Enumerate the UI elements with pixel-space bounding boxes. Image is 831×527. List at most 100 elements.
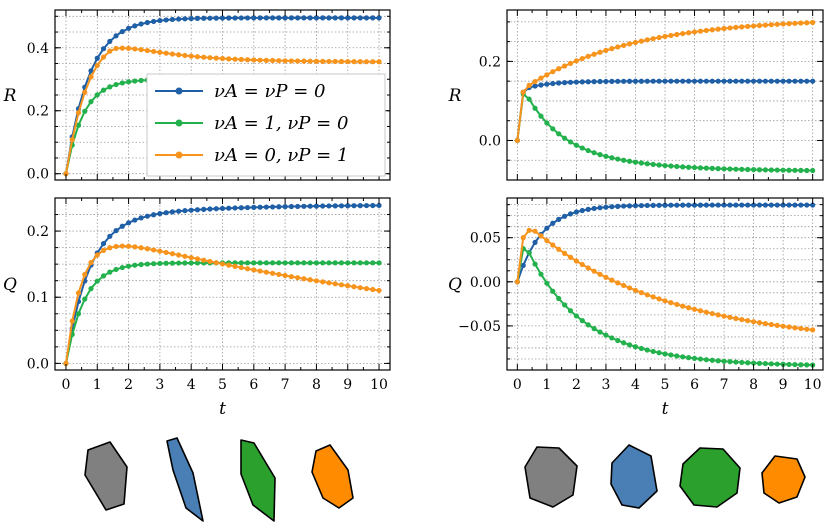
data-point — [100, 240, 107, 247]
data-point — [709, 310, 715, 317]
data-point — [238, 56, 244, 63]
data-point — [201, 54, 207, 60]
data-point — [621, 282, 627, 289]
data-point — [686, 305, 692, 311]
data-point — [207, 258, 213, 265]
data-point — [632, 203, 639, 209]
data-point — [774, 78, 780, 84]
data-point — [226, 15, 232, 21]
data-point — [514, 137, 520, 144]
data-point — [138, 261, 144, 268]
chart-panel-top-right: 0.0 0.2 R — [448, 9, 824, 181]
data-point — [691, 29, 698, 35]
data-point — [810, 167, 816, 174]
data-point — [739, 202, 745, 208]
data-point — [603, 274, 609, 280]
data-point — [94, 62, 100, 69]
data-point — [151, 247, 157, 253]
data-point — [326, 280, 332, 286]
data-point — [263, 15, 269, 21]
data-point — [313, 203, 320, 209]
data-point — [100, 247, 107, 253]
data-point — [573, 258, 580, 264]
data-point — [125, 243, 132, 249]
data-point — [561, 80, 568, 86]
data-point — [82, 296, 88, 302]
data-point — [603, 153, 609, 159]
data-point — [756, 167, 763, 173]
y-tick-label: 0.2 — [27, 224, 49, 240]
data-point — [792, 325, 798, 331]
data-point — [107, 233, 113, 239]
data-point — [351, 203, 357, 209]
data-point — [715, 26, 721, 32]
data-point — [756, 360, 763, 366]
data-point — [727, 25, 733, 31]
data-point — [100, 273, 107, 279]
data-point — [144, 213, 150, 219]
data-point — [88, 286, 94, 292]
data-point — [792, 78, 798, 84]
data-point — [674, 31, 680, 38]
data-point — [727, 166, 733, 172]
data-point — [113, 228, 119, 234]
data-point — [263, 269, 269, 275]
data-point — [94, 278, 100, 284]
data-point — [674, 301, 680, 308]
data-point — [88, 74, 94, 80]
data-point — [376, 15, 382, 21]
data-point — [538, 82, 544, 88]
data-point — [332, 281, 338, 287]
legend-label: νA = 1, νP = 0 — [214, 113, 348, 134]
data-point — [188, 15, 194, 22]
data-point — [697, 28, 704, 34]
data-point — [756, 78, 763, 84]
data-point — [597, 205, 603, 211]
data-point — [686, 30, 692, 36]
data-point — [282, 15, 288, 21]
series-line — [516, 80, 813, 141]
x-tick-label: 3 — [155, 377, 164, 393]
data-point — [188, 255, 194, 261]
x-tick-label: 8 — [749, 377, 758, 393]
data-point — [532, 83, 538, 89]
data-point — [238, 205, 244, 211]
data-point — [668, 163, 674, 169]
data-point — [780, 167, 786, 173]
data-point — [107, 245, 113, 251]
data-point — [621, 42, 627, 48]
data-point — [532, 78, 538, 85]
data-point — [163, 17, 169, 23]
data-point — [363, 260, 370, 266]
data-point — [63, 360, 69, 366]
legend-label: νA = νP = 0 — [214, 81, 326, 102]
data-point — [251, 57, 257, 63]
data-point — [798, 20, 804, 26]
data-point — [792, 361, 798, 368]
data-point — [745, 23, 751, 29]
data-point — [750, 319, 757, 325]
data-point — [745, 360, 751, 366]
data-point — [351, 59, 357, 65]
data-point — [82, 271, 88, 278]
data-point — [313, 278, 320, 284]
data-point — [597, 271, 603, 277]
data-point — [157, 49, 163, 55]
data-point — [697, 78, 704, 84]
data-point — [370, 286, 376, 293]
legend-swatch-marker — [175, 87, 183, 95]
data-point — [686, 355, 692, 361]
data-point — [780, 202, 786, 208]
data-point — [151, 18, 157, 25]
data-point — [132, 217, 138, 223]
data-point — [573, 313, 580, 319]
data-point — [733, 166, 739, 172]
data-point — [332, 203, 338, 209]
data-point — [244, 204, 251, 211]
data-point — [650, 78, 656, 84]
data-point — [276, 271, 282, 278]
data-point — [579, 261, 585, 268]
data-point — [727, 314, 733, 320]
data-point — [597, 49, 603, 55]
data-point — [644, 347, 650, 353]
